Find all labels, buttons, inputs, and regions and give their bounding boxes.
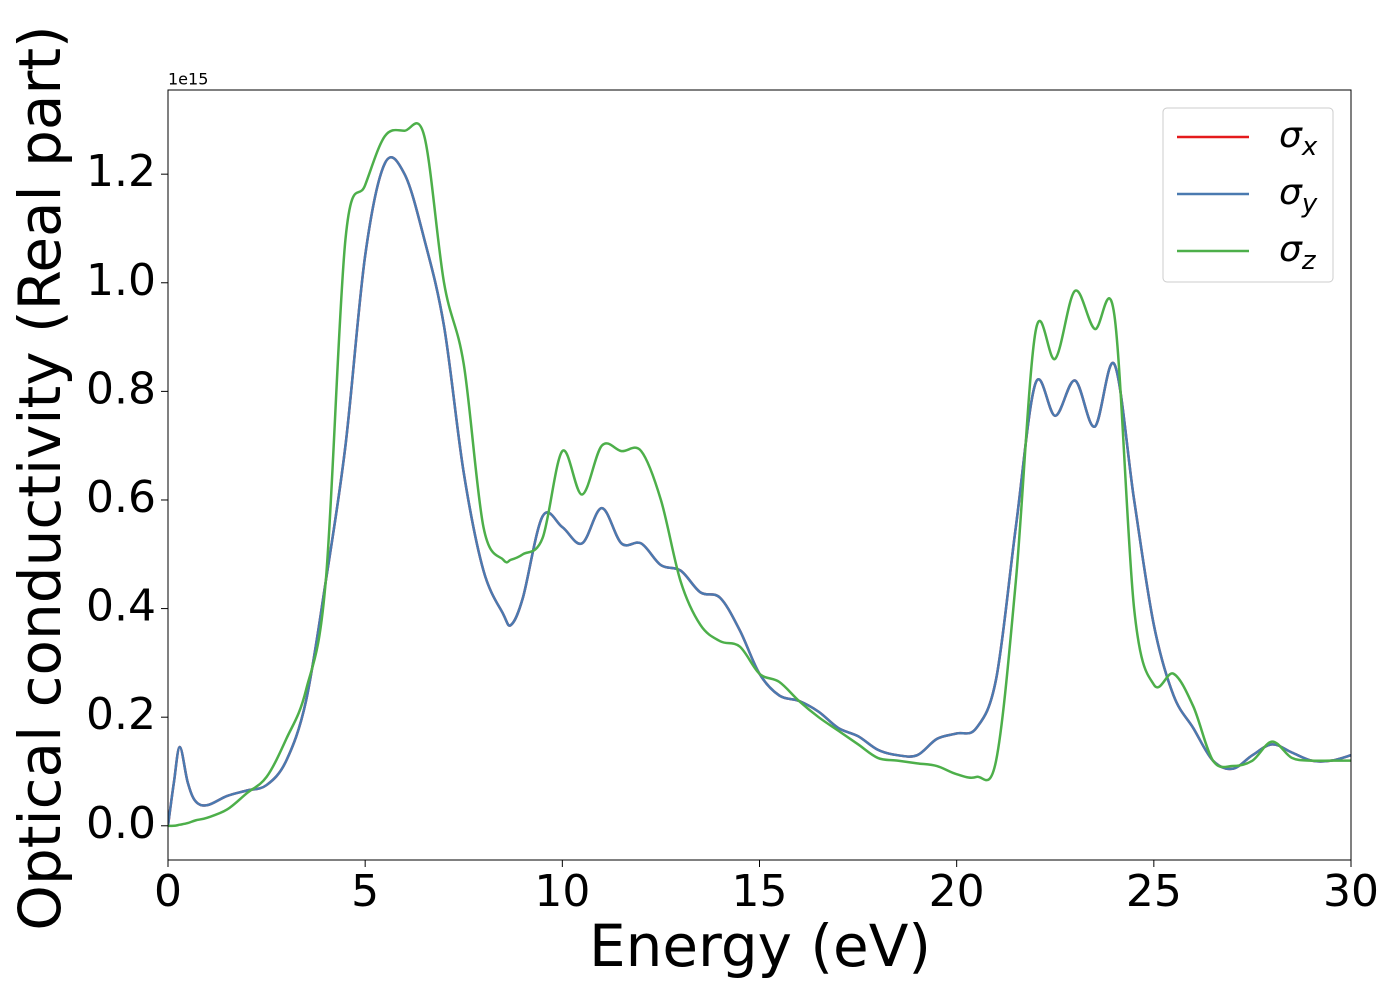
y-tick-label: 1.0	[86, 255, 156, 306]
legend-label: σz	[1279, 229, 1317, 276]
y-tick-label: 0.2	[86, 689, 156, 740]
x-tick-label: 20	[929, 866, 985, 917]
y-tick-label: 0.6	[86, 472, 156, 523]
x-tick-label: 10	[534, 866, 590, 917]
y-axis-label: Optical conductivity (Real part)	[6, 25, 74, 930]
x-tick-label: 0	[154, 866, 182, 917]
y-offset-label: 1e15	[168, 70, 208, 89]
x-tick-label: 30	[1323, 866, 1379, 917]
series-line	[168, 122, 1351, 828]
y-tick-label: 0.0	[86, 798, 156, 849]
x-tick-label: 5	[351, 866, 379, 917]
y-tick-label: 0.4	[86, 581, 156, 632]
x-tick-label: 15	[732, 866, 788, 917]
legend-label: σx	[1279, 115, 1318, 162]
x-axis-label: Energy (eV)	[589, 912, 931, 980]
x-tick-label: 25	[1126, 866, 1182, 917]
legend-label: σy	[1279, 172, 1318, 219]
y-tick-label: 0.8	[86, 363, 156, 414]
y-tick-label: 1.2	[86, 146, 156, 197]
